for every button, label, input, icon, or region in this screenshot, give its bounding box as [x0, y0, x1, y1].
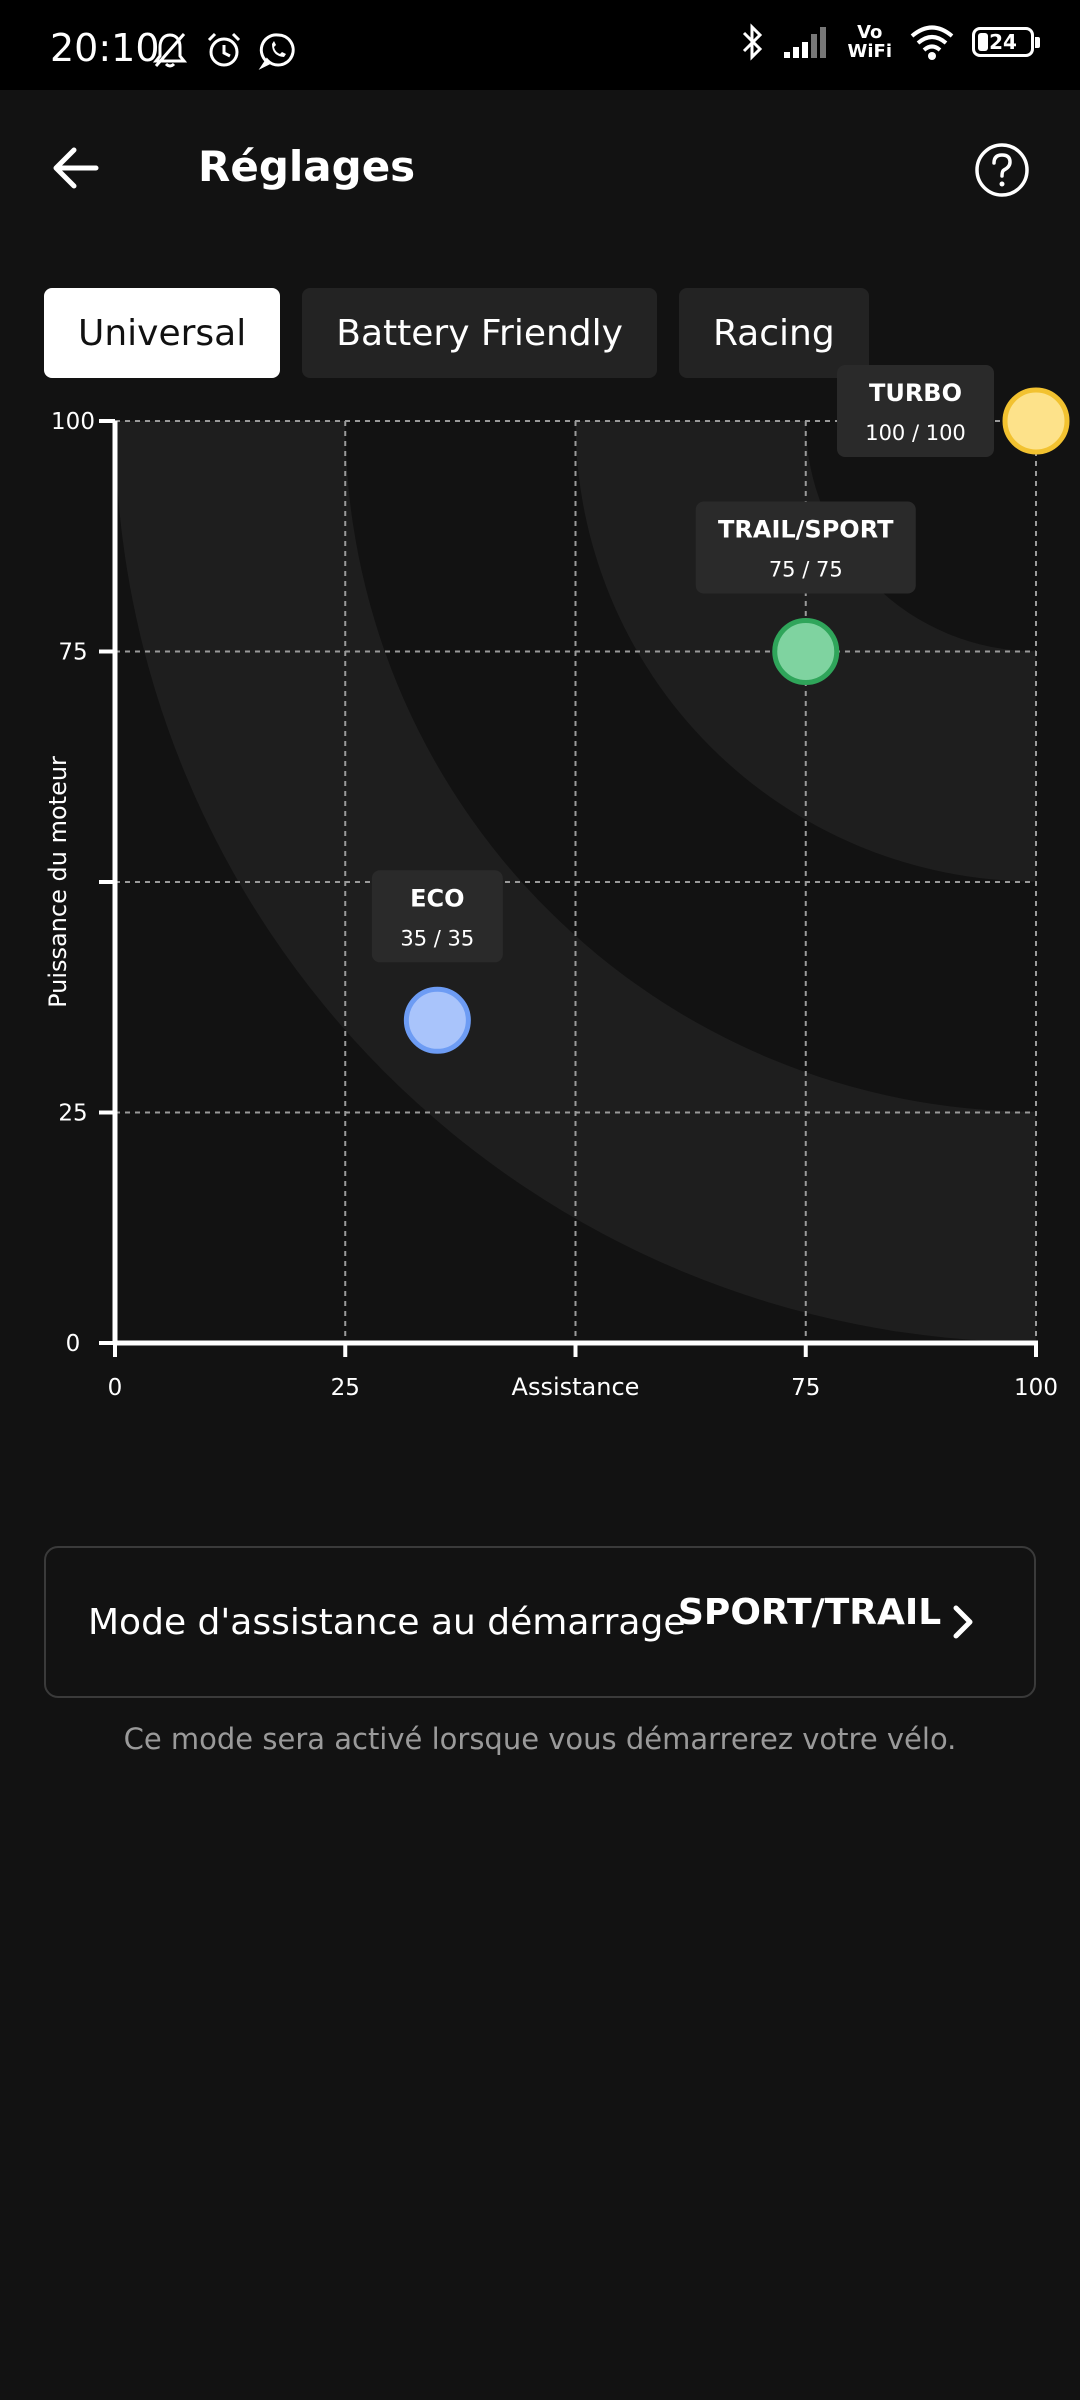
- bluetooth-icon: [742, 23, 762, 61]
- tooltip-title: TURBO: [869, 379, 962, 407]
- y-tick-label: 100: [51, 409, 95, 435]
- header: Réglages: [0, 90, 1080, 250]
- start-mode-caption: Ce mode sera activé lorsque vous démarre…: [123, 1722, 957, 1756]
- battery-level: 24: [989, 30, 1017, 54]
- wifi-icon: [910, 25, 954, 60]
- page-title: Réglages: [198, 142, 416, 191]
- x-tick-label: 75: [791, 1375, 820, 1401]
- point-marker[interactable]: [403, 986, 471, 1054]
- vowifi-line1: Vo: [857, 22, 883, 43]
- y-tick-label: 0: [66, 1331, 81, 1357]
- tab-battery-friendly[interactable]: Battery Friendly: [302, 288, 657, 378]
- tooltip-box: [695, 501, 916, 594]
- help-button[interactable]: [970, 138, 1034, 202]
- start-mode-row[interactable]: Mode d'assistance au démarrage SPORT/TRA…: [44, 1546, 1036, 1698]
- help-circle-icon: [975, 143, 1029, 197]
- tooltip-value: 100 / 100: [865, 421, 966, 445]
- tooltip-box: [371, 870, 503, 963]
- chart-ticks: 0 0 25 25 75 75 100 100: [51, 409, 1058, 1401]
- x-tick-label: 100: [1014, 1375, 1058, 1401]
- tab-universal[interactable]: Universal: [44, 288, 281, 378]
- battery-fill: [978, 33, 988, 51]
- y-tick-label: 75: [58, 640, 87, 666]
- tooltip-value: 75 / 75: [769, 558, 843, 582]
- chart-background-bands: [115, 421, 1036, 1343]
- arrow-left-icon: [53, 147, 99, 189]
- x-tick-label: 0: [108, 1375, 123, 1401]
- status-time: 20:10: [50, 26, 160, 70]
- x-tick-label: 25: [331, 1375, 360, 1401]
- signal-icon: [783, 27, 826, 58]
- status-right-icons: Vo WiFi 24: [740, 22, 1040, 62]
- status-bar: 20:10 Vo WiFi 24: [0, 0, 1080, 90]
- tooltip-box: [837, 365, 994, 457]
- data-point-turbo[interactable]: TURBO 100 / 100: [837, 365, 1070, 457]
- start-mode-value: SPORT/TRAIL: [678, 1592, 942, 1633]
- background-band: [805, 421, 1036, 652]
- data-point-eco[interactable]: ECO 35 / 35: [371, 870, 503, 1054]
- data-point-trail-sport[interactable]: TRAIL/SPORT 75 / 75: [695, 501, 916, 685]
- tab-racing[interactable]: Racing: [678, 288, 869, 378]
- status-left-icons: [150, 30, 298, 70]
- chart-points: ECO 35 / 35 TRAIL/SPORT 75 / 75 TURBO 100 / 1…: [371, 365, 1070, 1054]
- assistance-power-chart: 0 0 25 25 75 75 100 100 Assistance Puissance du…: [44, 365, 1070, 1401]
- bell-off-icon: [152, 33, 188, 68]
- vowifi-icon: Vo WiFi: [848, 23, 893, 61]
- point-marker[interactable]: [1002, 387, 1070, 455]
- battery-icon: 24: [972, 27, 1040, 57]
- alarm-icon: [207, 32, 241, 67]
- back-button[interactable]: [40, 132, 112, 204]
- tooltip-value: 35 / 35: [400, 926, 474, 950]
- chevron-right-icon: [953, 1605, 973, 1639]
- point-marker[interactable]: [772, 618, 840, 685]
- whatsapp-icon: [258, 33, 295, 70]
- preset-tabs: Universal Battery Friendly Racing: [44, 288, 869, 378]
- vowifi-line2: WiFi: [847, 41, 893, 62]
- y-tick-label: 25: [58, 1101, 87, 1127]
- y-axis-title: Puissance du moteur: [44, 756, 72, 1008]
- x-axis-title: Assistance: [512, 1373, 640, 1401]
- tooltip-title: TRAIL/SPORT: [718, 516, 894, 544]
- start-mode-label: Mode d'assistance au démarrage: [88, 1601, 686, 1643]
- tooltip-title: ECO: [410, 884, 464, 912]
